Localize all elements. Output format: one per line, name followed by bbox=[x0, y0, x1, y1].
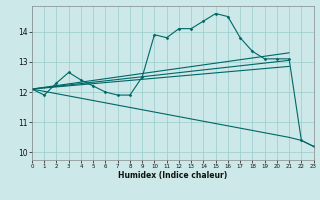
X-axis label: Humidex (Indice chaleur): Humidex (Indice chaleur) bbox=[118, 171, 228, 180]
